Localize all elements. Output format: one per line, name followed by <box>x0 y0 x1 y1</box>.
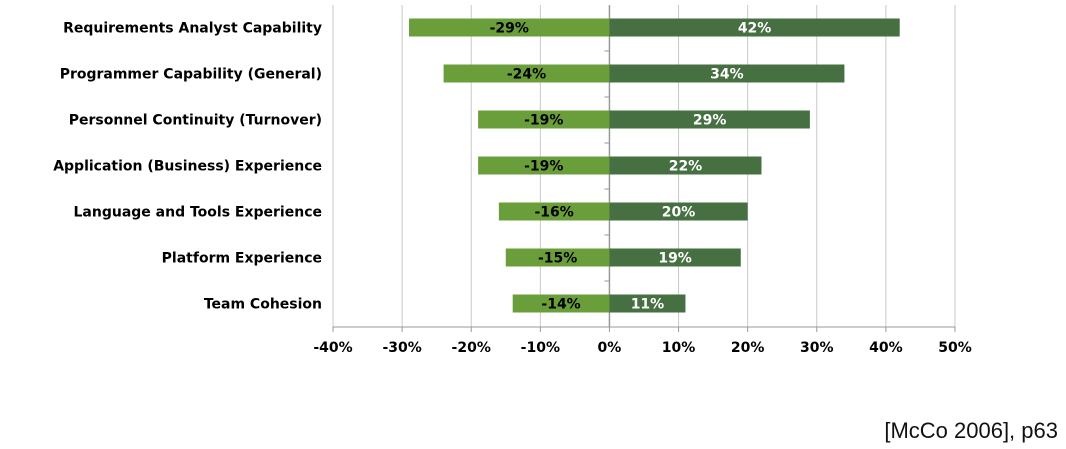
bar <box>409 18 610 37</box>
category-label: Personnel Continuity (Turnover) <box>69 113 322 129</box>
category-label: Platform Experience <box>162 251 322 267</box>
bar-data-label: -16% <box>534 205 573 221</box>
bar <box>498 202 610 221</box>
bar <box>609 294 686 313</box>
x-tick-label: 0% <box>598 340 622 356</box>
x-tick-label: 10% <box>662 340 696 356</box>
citation: [McCo 2006], p63 <box>884 418 1058 443</box>
x-tick-label: -30% <box>382 340 421 356</box>
bar <box>609 248 741 267</box>
bar-data-label: -24% <box>507 67 546 83</box>
bar <box>512 294 610 313</box>
bar <box>609 202 748 221</box>
bar-data-label: -14% <box>541 297 580 313</box>
x-tick-label: -40% <box>313 340 352 356</box>
x-tick-label: 30% <box>800 340 834 356</box>
category-label: Programmer Capability (General) <box>60 67 322 83</box>
x-tick-label: -20% <box>452 340 491 356</box>
bar-data-label: 29% <box>693 113 727 129</box>
bar-data-label: 19% <box>658 251 692 267</box>
bar-data-label: 34% <box>710 67 744 83</box>
bar-data-label: 42% <box>738 21 772 37</box>
bar-data-label: 11% <box>631 297 665 313</box>
bar <box>609 18 900 37</box>
category-label: Requirements Analyst Capability <box>63 21 322 37</box>
bar <box>609 156 762 175</box>
x-tick-label: 50% <box>938 340 972 356</box>
x-tick-label: 20% <box>731 340 765 356</box>
bar <box>505 248 610 267</box>
bar-data-label: 22% <box>669 159 703 175</box>
bar-data-label: -29% <box>490 21 529 37</box>
category-label: Team Cohesion <box>204 297 322 313</box>
bar-data-label: -19% <box>524 159 563 175</box>
category-label: Language and Tools Experience <box>74 205 322 221</box>
bar-data-label: 20% <box>662 205 696 221</box>
bar <box>478 156 610 175</box>
category-label: Application (Business) Experience <box>53 159 322 175</box>
bar-data-label: -19% <box>524 113 563 129</box>
bar-data-label: -15% <box>538 251 577 267</box>
bar <box>478 110 610 129</box>
tornado-chart: -40% -30% -20% -10% 0% 10% 20% 30% 40% 50% Require… <box>53 5 972 356</box>
x-tick-label: 40% <box>869 340 903 356</box>
bar <box>609 110 810 129</box>
x-tick-label: -10% <box>521 340 560 356</box>
bar <box>443 64 610 83</box>
bar <box>609 64 845 83</box>
